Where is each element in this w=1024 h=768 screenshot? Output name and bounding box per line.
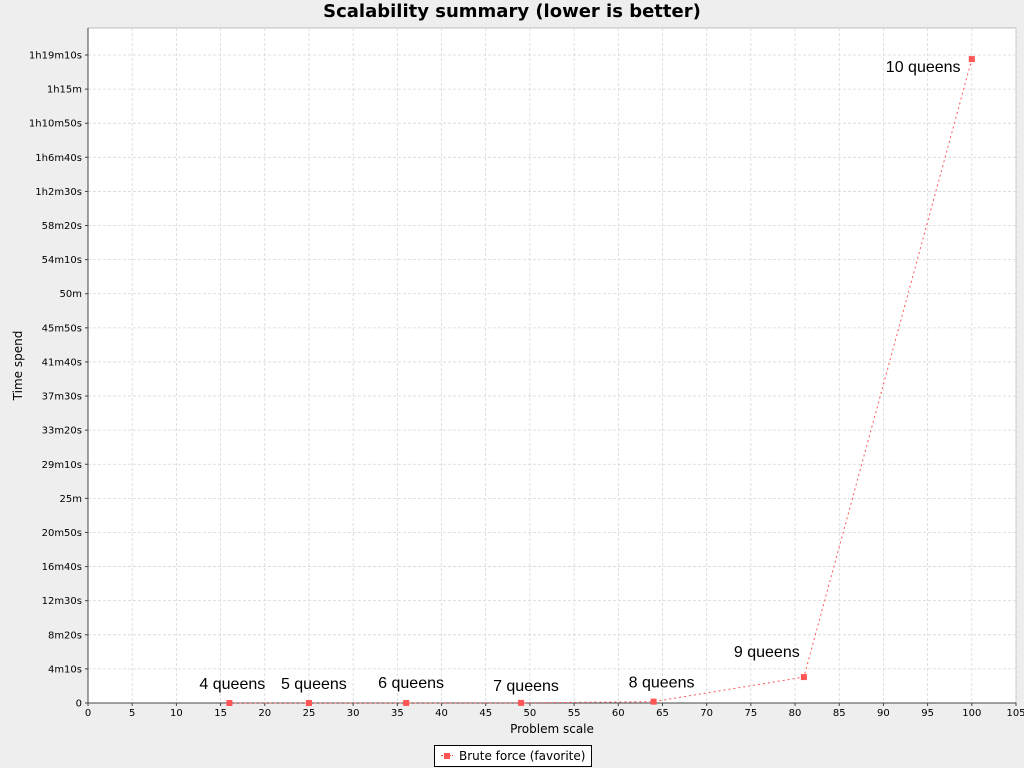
- y-tick-label: 16m40s: [42, 562, 82, 573]
- data-point: [650, 698, 657, 705]
- y-tick-label: 50m: [60, 289, 82, 300]
- x-axis-title: Problem scale: [510, 722, 594, 736]
- y-tick-label: 20m50s: [42, 528, 82, 539]
- x-tick-label: 35: [391, 708, 404, 719]
- plot-area: [87, 27, 1017, 704]
- y-tick-label: 1h2m30s: [35, 187, 82, 198]
- point-label: 5 queens: [281, 676, 347, 693]
- x-tick-label: 80: [789, 708, 802, 719]
- x-tick-label: 30: [347, 708, 360, 719]
- x-tick-label: 100: [962, 708, 981, 719]
- annotations: 4 queens 5 queens 6 queens 7 queens 8 queens…: [199, 59, 960, 695]
- x-tick-label: 15: [214, 708, 227, 719]
- x-tick-label: 70: [700, 708, 713, 719]
- y-tick-label: 33m20s: [42, 426, 82, 437]
- y-tick-label: 1h19m10s: [29, 51, 82, 62]
- legend-marker: [444, 753, 450, 759]
- y-tick-label: 25m: [60, 494, 82, 505]
- legend-label: Brute force (favorite): [459, 749, 586, 763]
- point-label: 9 queens: [734, 644, 800, 661]
- chart-title: Scalability summary (lower is better): [323, 1, 701, 22]
- data-point: [800, 674, 807, 681]
- data-point: [403, 699, 410, 706]
- point-label: 8 queens: [629, 675, 695, 692]
- x-tick-label: 20: [258, 708, 271, 719]
- point-label: 6 queens: [378, 675, 444, 692]
- x-tick-label: 90: [877, 708, 890, 719]
- data-point: [518, 699, 525, 706]
- point-label: 10 queens: [886, 59, 961, 76]
- y-tick-label: 54m10s: [42, 255, 82, 266]
- y-tick-label: 41m40s: [42, 357, 82, 368]
- legend: Brute force (favorite): [434, 745, 593, 767]
- data-point: [226, 699, 233, 706]
- axes: 0 5 10 15 20 25 30 35 40 45 50 55 60 65 70 75 80 85 90 95 10…: [29, 28, 1024, 719]
- y-tick-label: 12m30s: [42, 596, 82, 607]
- x-tick-label: 0: [85, 708, 91, 719]
- x-tick-label: 40: [435, 708, 448, 719]
- x-tick-label: 65: [656, 708, 669, 719]
- x-tick-label: 105: [1006, 708, 1024, 719]
- x-tick-label: 55: [568, 708, 581, 719]
- x-tick-label: 95: [921, 708, 934, 719]
- x-tick-label: 85: [833, 708, 846, 719]
- x-tick-label: 5: [129, 708, 135, 719]
- y-tick-label: 0: [76, 699, 82, 710]
- y-tick-label: 58m20s: [42, 221, 82, 232]
- x-tick-label: 60: [612, 708, 625, 719]
- point-label: 4 queens: [199, 676, 265, 693]
- x-tick-label: 50: [524, 708, 537, 719]
- x-tick-label: 75: [744, 708, 757, 719]
- point-label: 7 queens: [493, 678, 559, 695]
- x-tick-label: 45: [479, 708, 492, 719]
- y-tick-label: 45m50s: [42, 323, 82, 334]
- x-tick-label: 25: [303, 708, 316, 719]
- series-layer: [226, 56, 975, 706]
- y-tick-label: 1h15m: [47, 85, 82, 96]
- data-point: [968, 56, 975, 63]
- data-point: [305, 699, 312, 706]
- y-tick-label: 8m20s: [48, 630, 82, 641]
- y-axis-title: Time spend: [11, 331, 25, 402]
- legend-swatch: [441, 750, 453, 762]
- grid-lines: [87, 28, 1017, 704]
- y-tick-label: 1h10m50s: [29, 119, 82, 130]
- y-tick-label: 1h6m40s: [35, 153, 82, 164]
- y-tick-label: 29m10s: [42, 460, 82, 471]
- x-tick-label: 10: [170, 708, 183, 719]
- y-tick-label: 4m10s: [48, 664, 82, 675]
- y-tick-label: 37m30s: [42, 392, 82, 403]
